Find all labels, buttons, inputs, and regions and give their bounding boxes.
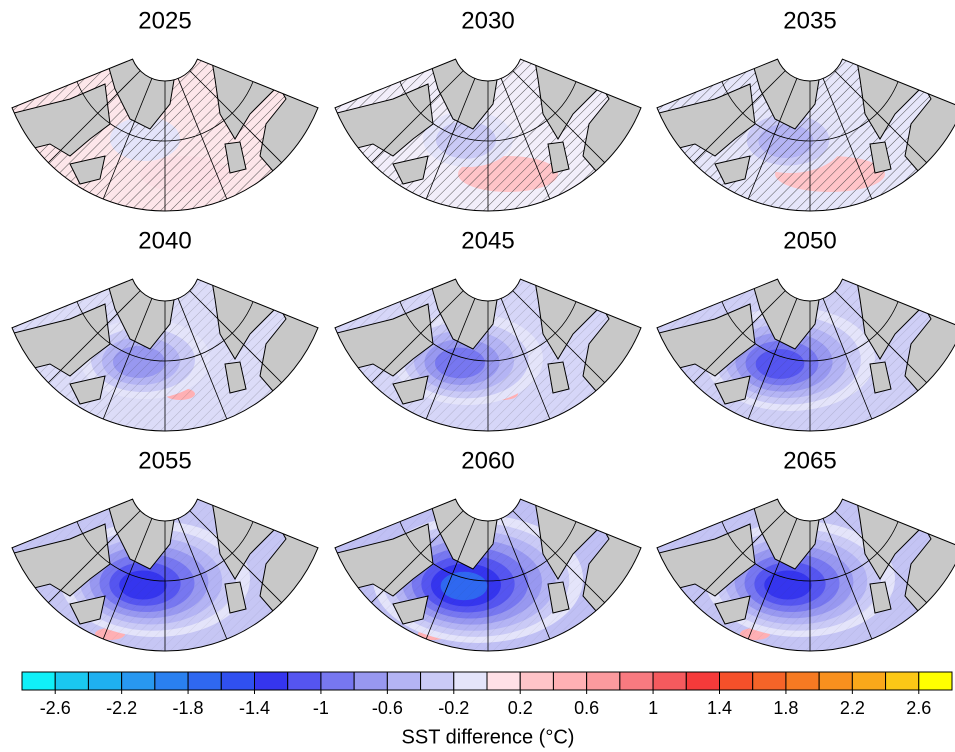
colorbar-tick-label: 2.6: [906, 698, 931, 718]
map-content: [333, 489, 653, 651]
map-panel: [333, 489, 653, 651]
panel-title: 2040: [138, 227, 191, 254]
colorbar-box: [919, 672, 952, 690]
colorbar-tick-label: -0.2: [438, 698, 469, 718]
colorbar-tick-label: 1: [648, 698, 658, 718]
map-content: [333, 49, 653, 211]
colorbar-box: [520, 672, 553, 690]
map-panel: [10, 489, 330, 651]
panel-title: 2030: [461, 7, 514, 34]
map-panel: [333, 49, 653, 211]
map-content: [655, 49, 955, 211]
map-panel: [333, 269, 653, 431]
colorbar-box: [720, 672, 753, 690]
colorbar-title: SST difference (°C): [402, 726, 575, 748]
colorbar-box: [753, 672, 786, 690]
panel-title: 2025: [138, 7, 191, 34]
colorbar-box: [55, 672, 88, 690]
colorbar-box: [587, 672, 620, 690]
colorbar-tick-label: 0.6: [574, 698, 599, 718]
map-content: [10, 489, 330, 651]
colorbar-tick-label: -1.4: [239, 698, 270, 718]
colorbar-box: [819, 672, 852, 690]
colorbar-box: [852, 672, 885, 690]
colorbar-box: [886, 672, 919, 690]
colorbar-box: [221, 672, 254, 690]
map-panel: [655, 269, 955, 431]
panel-title: 2055: [138, 447, 191, 474]
panel-title: 2035: [783, 7, 836, 34]
colorbar-box: [786, 672, 819, 690]
colorbar-box: [122, 672, 155, 690]
colorbar-tick-label: 0.2: [508, 698, 533, 718]
colorbar-tick-label: 2.2: [840, 698, 865, 718]
colorbar-box: [454, 672, 487, 690]
figure: SST difference (°C) 2025 2030 2035 2040 2045…: [0, 0, 955, 752]
colorbar-box: [288, 672, 321, 690]
colorbar-tick-label: -2.6: [40, 698, 71, 718]
colorbar-tick-label: -1: [313, 698, 329, 718]
colorbar-box: [155, 672, 188, 690]
colorbar-box: [620, 672, 653, 690]
panel-title: 2045: [461, 227, 514, 254]
panel-title: 2060: [461, 447, 514, 474]
colorbar-box: [354, 672, 387, 690]
colorbar-box: [22, 672, 55, 690]
colorbar-box: [255, 672, 288, 690]
colorbar-box: [686, 672, 719, 690]
colorbar-tick-label: 1.8: [773, 698, 798, 718]
colorbar-box: [653, 672, 686, 690]
colorbar-box: [188, 672, 221, 690]
panel-title: 2050: [783, 227, 836, 254]
map-content: [10, 49, 330, 211]
colorbar-box: [387, 672, 420, 690]
colorbar-tick-label: 1.4: [707, 698, 732, 718]
map-content: [10, 269, 330, 431]
map-content: [655, 489, 955, 651]
map-content: [333, 269, 653, 431]
colorbar-tick-label: -1.8: [173, 698, 204, 718]
map-panel: [655, 489, 955, 651]
colorbar-box: [487, 672, 520, 690]
map-content: [655, 269, 955, 431]
map-panel: [10, 49, 330, 211]
colorbar-tick-label: -2.2: [106, 698, 137, 718]
colorbar-box: [553, 672, 586, 690]
map-panel: [10, 269, 330, 431]
colorbar-box: [421, 672, 454, 690]
colorbar-tick-label: -0.6: [372, 698, 403, 718]
colorbar: -2.6 -2.2 -1.8 -1.4 -1 -0.6 -0.2 0.2 0.6 1 1.4 1.8 2…: [22, 672, 952, 718]
colorbar-box: [321, 672, 354, 690]
panel-title: 2065: [783, 447, 836, 474]
colorbar-box: [88, 672, 121, 690]
map-panel: [655, 49, 955, 211]
